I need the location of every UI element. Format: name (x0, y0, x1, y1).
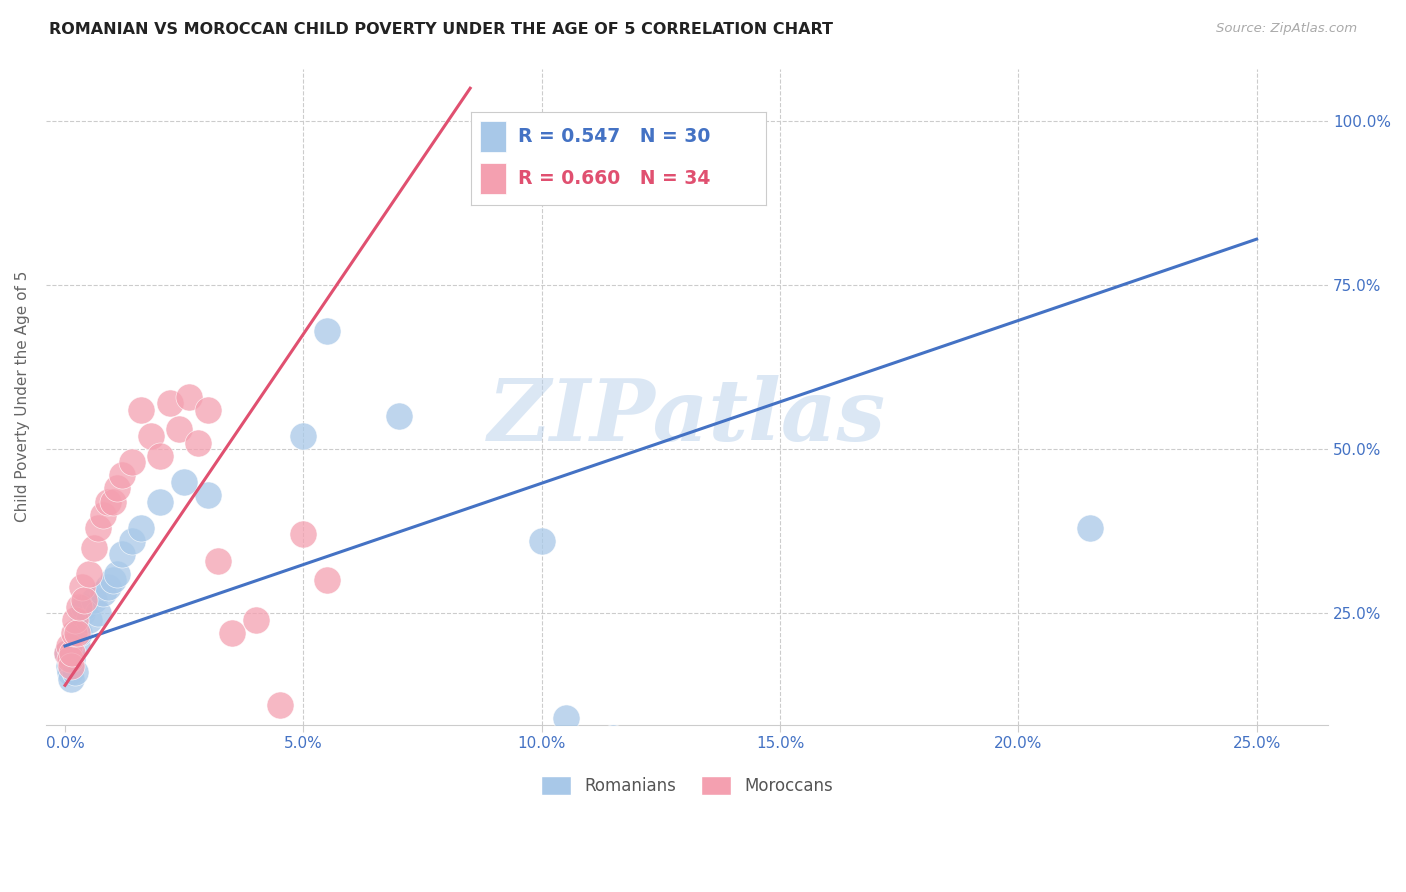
Point (554, 711, 576, 725)
Point (67, 599, 90, 614)
Point (66, 625, 89, 640)
Point (129, 521, 152, 535)
Text: Source: ZipAtlas.com: Source: ZipAtlas.com (1216, 22, 1357, 36)
Point (56, 646, 79, 660)
Point (177, 390, 200, 404)
Point (83, 541, 105, 555)
Point (111, 547, 134, 561)
Point (292, 429, 315, 443)
Point (70, 580, 93, 594)
Point (62, 625, 84, 640)
Text: ZIPatlas: ZIPatlas (488, 375, 886, 458)
Bar (479, 120, 506, 152)
Point (59, 665, 82, 680)
Point (292, 527, 315, 541)
Text: ROMANIAN VS MOROCCAN CHILD POVERTY UNDER THE AGE OF 5 CORRELATION CHART: ROMANIAN VS MOROCCAN CHILD POVERTY UNDER… (49, 22, 834, 37)
Point (66, 639, 89, 653)
Point (101, 494, 124, 508)
Point (59, 658, 82, 673)
Point (60, 646, 83, 660)
Point (197, 402, 219, 417)
Point (388, 409, 411, 424)
Point (56, 646, 79, 660)
Point (91, 508, 114, 522)
Point (70, 606, 93, 620)
Legend: Romanians, Moroccans: Romanians, Moroccans (534, 769, 839, 802)
Point (59, 672, 82, 686)
Point (187, 435, 209, 450)
Point (129, 402, 152, 417)
Point (269, 698, 291, 712)
Point (207, 554, 229, 568)
Point (97, 580, 120, 594)
Point (245, 613, 267, 627)
Point (173, 475, 195, 489)
Point (111, 468, 134, 483)
Point (316, 324, 339, 338)
Point (159, 396, 181, 410)
Point (221, 625, 243, 640)
Point (101, 574, 124, 588)
Point (83, 593, 105, 607)
Point (63, 665, 86, 680)
Point (169, 422, 191, 436)
Point (197, 488, 219, 502)
Point (59, 652, 82, 666)
Point (121, 533, 143, 548)
Point (602, 731, 624, 745)
Bar (479, 163, 506, 194)
Point (91, 586, 114, 600)
Point (316, 574, 339, 588)
Point (107, 482, 129, 496)
Point (97, 494, 120, 508)
Point (77, 566, 100, 581)
Point (139, 429, 162, 443)
Point (87, 521, 110, 535)
Point (107, 566, 129, 581)
Point (67, 625, 90, 640)
Point (58, 658, 80, 673)
Point (149, 449, 172, 463)
Point (87, 606, 110, 620)
Text: R = 0.660   N = 34: R = 0.660 N = 34 (519, 169, 710, 188)
Y-axis label: Child Poverty Under the Age of 5: Child Poverty Under the Age of 5 (15, 271, 30, 523)
Point (73, 593, 96, 607)
Point (121, 455, 143, 469)
Point (149, 494, 172, 508)
Point (530, 533, 553, 548)
Point (1078, 521, 1101, 535)
Text: R = 0.547   N = 30: R = 0.547 N = 30 (519, 127, 710, 145)
Point (77, 613, 100, 627)
Point (63, 613, 86, 627)
Point (60, 652, 83, 666)
Point (58, 639, 80, 653)
Point (73, 599, 96, 614)
